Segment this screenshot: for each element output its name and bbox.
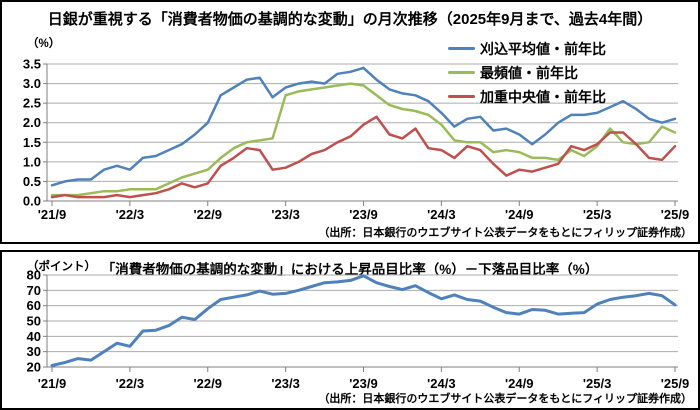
legend-item-mode: 最頻値・前年比 [448, 63, 606, 82]
x-tick-label: '22/9 [194, 376, 222, 391]
x-tick-label: '22/9 [194, 207, 222, 222]
y-tick-label: 0.5 [23, 174, 41, 189]
x-tick-label: '25/9 [661, 207, 689, 222]
x-tick-label: '25/3 [583, 376, 611, 391]
series-line [50, 66, 677, 187]
x-tick-label: '25/3 [583, 207, 611, 222]
y-tick-label: 3.0 [23, 76, 41, 91]
y-tick-label: 30 [27, 344, 41, 359]
legend-label-trimmed-mean: 刈込平均値・前年比 [480, 40, 606, 57]
x-tick-label: '23/9 [349, 207, 377, 222]
bottom-chart-title: 「消費者物価の基調的な変動」における上昇品目比率（%）－下落品目比率（%） [101, 262, 599, 277]
y-tick-label: 50 [27, 314, 41, 329]
y-tick-label: 40 [27, 329, 41, 344]
top-chart-legend: 刈込平均値・前年比 最頻値・前年比 加重中央値・前年比 [448, 39, 606, 106]
top-chart-source-note: （出所：日本銀行のウエブサイト公表データをもとにフィリップ証券作成） [318, 227, 692, 239]
y-tick-label: 0.0 [23, 194, 41, 209]
mode-line-swatch-icon [448, 70, 475, 75]
y-tick-label: 2.5 [23, 96, 41, 111]
x-tick-label: '23/3 [271, 207, 299, 222]
bottom-chart-source-note: （出所：日本銀行のウエブサイト公表データをもとにフィリップ証券作成） [318, 393, 692, 405]
x-tick-label: '21/9 [38, 376, 66, 391]
x-tick-label: '23/3 [271, 376, 299, 391]
trimmed-mean-line-swatch-icon [448, 46, 475, 51]
y-tick-label: 2.0 [23, 115, 41, 130]
x-tick-label: '22/3 [116, 207, 144, 222]
top-chart-panel: 日銀が重視する「消費者物価の基調的な変動」の月次推移（2025年9月まで、過去4… [0, 0, 700, 244]
y-tick-label: 70 [27, 283, 41, 298]
x-tick-label: '24/3 [427, 376, 455, 391]
bottom-chart-panel: 「消費者物価の基調的な変動」における上昇品目比率（%）－下落品目比率（%） （ポ… [0, 250, 700, 410]
y-tick-label: 3.5 [23, 57, 41, 72]
top-chart-title: 日銀が重視する「消費者物価の基調的な変動」の月次推移（2025年9月まで、過去4… [47, 11, 653, 28]
top-chart-svg: 3.5 3.0 2.5 2.0 1.5 1.0 0.5 0.0'21/9 '22/3 '22/9 '… [23, 57, 689, 223]
x-tick-label: '25/9 [661, 376, 689, 391]
weighted-median-line-swatch-icon [448, 94, 475, 99]
legend-item-weighted-median: 加重中央値・前年比 [448, 87, 606, 106]
series-line [50, 82, 677, 197]
bottom-y-unit-label: （ポイント） [27, 261, 96, 273]
y-tick-label: 60 [27, 298, 41, 313]
x-tick-label: '23/9 [349, 376, 377, 391]
legend-label-weighted-median: 加重中央値・前年比 [480, 88, 606, 105]
y-tick-label: 1.0 [23, 154, 41, 169]
x-tick-label: '24/3 [427, 207, 455, 222]
y-tick-label: 80 [27, 268, 41, 283]
x-tick-label: '24/9 [505, 207, 533, 222]
x-tick-label: '22/3 [116, 376, 144, 391]
y-tick-label: 1.5 [23, 135, 41, 150]
y-tick-label: 20 [27, 360, 41, 375]
series-line [50, 115, 677, 199]
legend-label-mode: 最頻値・前年比 [480, 64, 578, 81]
top-y-unit-label: （%） [27, 38, 61, 50]
x-tick-label: '21/9 [38, 207, 66, 222]
legend-item-trimmed-mean: 刈込平均値・前年比 [448, 39, 606, 58]
x-tick-label: '24/9 [505, 376, 533, 391]
series-line [50, 274, 677, 367]
